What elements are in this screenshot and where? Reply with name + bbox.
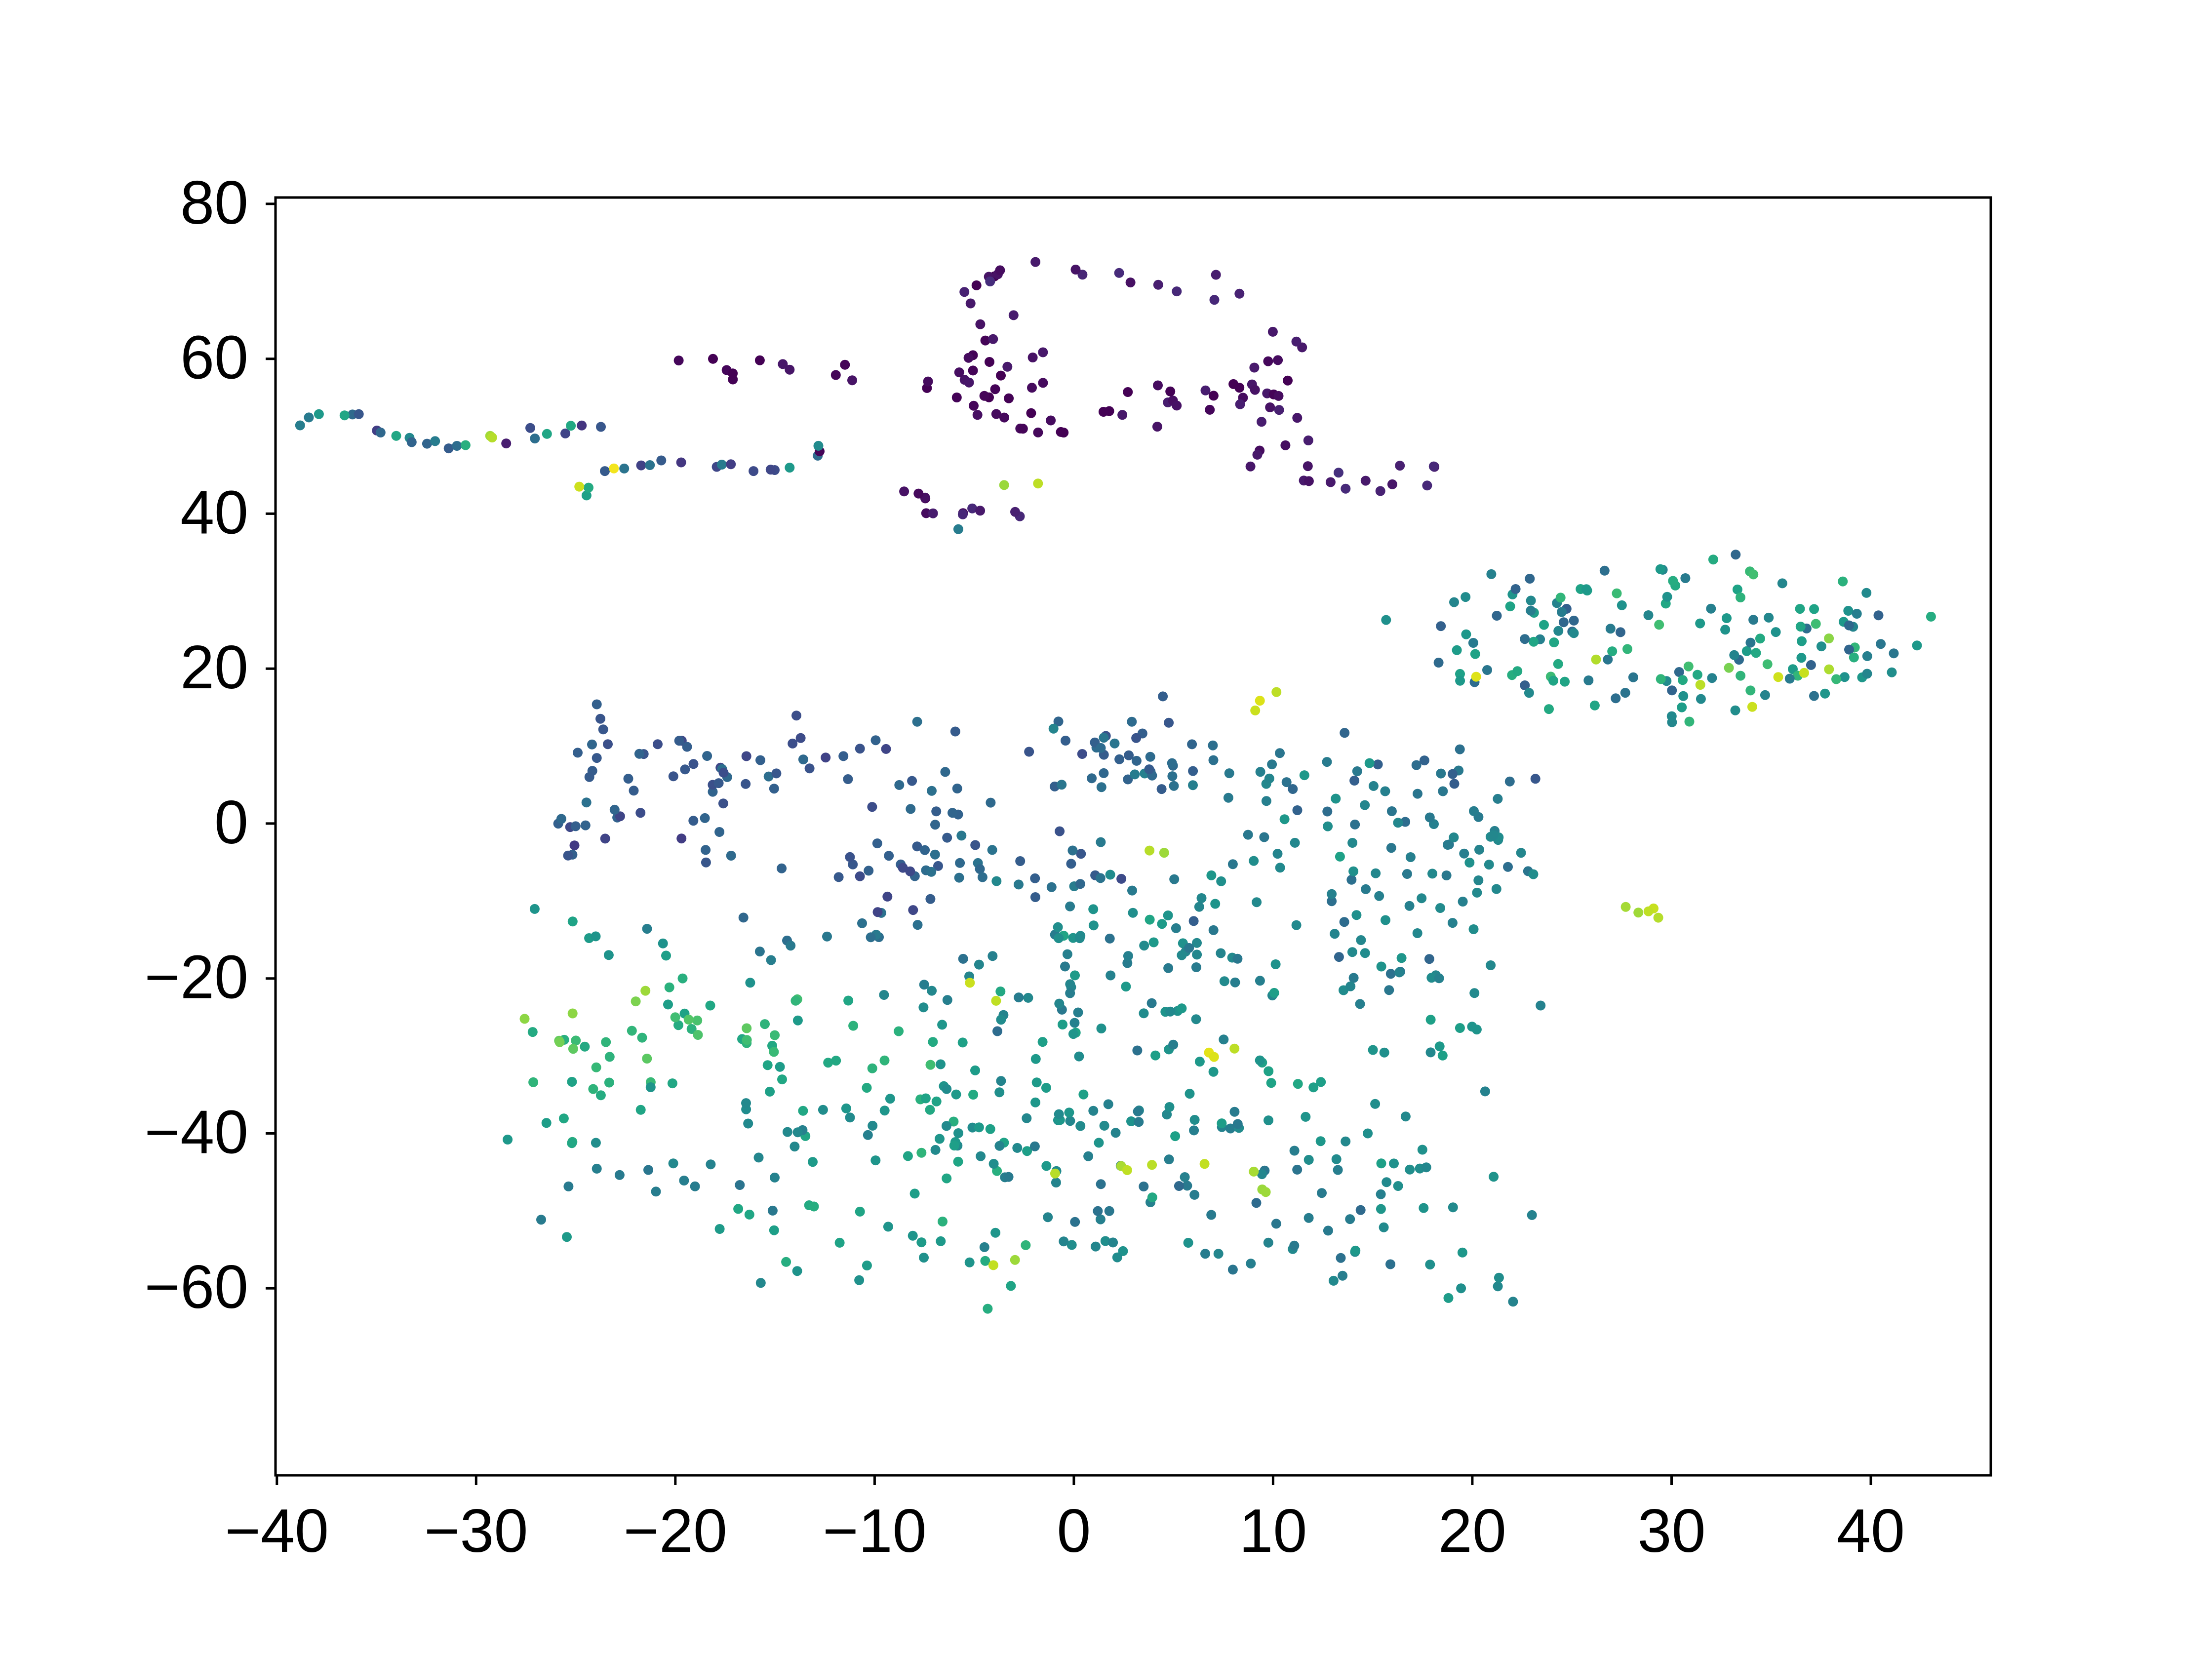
svg-text:60: 60 <box>180 324 248 392</box>
svg-text:10: 10 <box>1239 1497 1307 1565</box>
svg-text:−60: −60 <box>145 1253 248 1321</box>
svg-text:30: 30 <box>1638 1497 1706 1565</box>
svg-text:40: 40 <box>180 478 248 547</box>
svg-text:80: 80 <box>180 169 248 237</box>
svg-text:−10: −10 <box>823 1497 926 1565</box>
svg-text:−20: −20 <box>624 1497 727 1565</box>
svg-text:20: 20 <box>180 633 248 702</box>
svg-text:−30: −30 <box>424 1497 528 1565</box>
svg-text:−40: −40 <box>225 1497 329 1565</box>
svg-text:0: 0 <box>214 789 248 857</box>
svg-text:20: 20 <box>1438 1497 1506 1565</box>
svg-text:40: 40 <box>1837 1497 1905 1565</box>
svg-text:−40: −40 <box>145 1099 248 1167</box>
svg-text:−20: −20 <box>145 944 248 1012</box>
svg-text:0: 0 <box>1057 1497 1091 1565</box>
